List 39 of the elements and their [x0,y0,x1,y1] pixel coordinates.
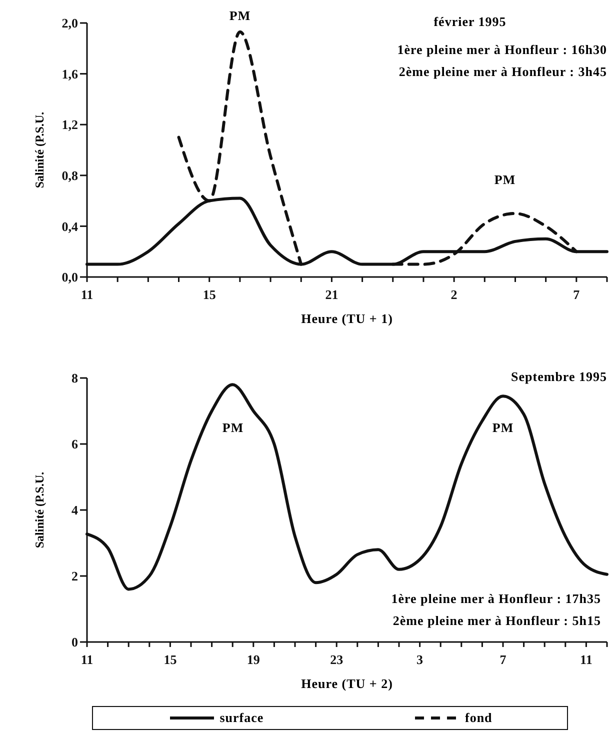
legend-label: surface [220,710,264,726]
y-tick-label: 2,0 [62,16,78,31]
annotation: 1ère pleine mer à Honfleur : 17h35 [391,591,601,607]
x-axis-title: Heure (TU + 2) [301,676,393,692]
legend-label: fond [465,710,492,726]
y-tick-label: 1,6 [62,66,78,82]
annotation: 2ème pleine mer à Honfleur : 3h45 [398,64,607,80]
x-tick-label: 15 [202,287,216,302]
chart-title: Septembre 1995 [511,369,607,385]
x-tick-label: 23 [330,652,344,668]
y-tick-label: 0 [72,634,78,650]
annotation: 1ère pleine mer à Honfleur : 16h30 [397,42,607,58]
chart-title: février 1995 [434,14,506,30]
x-tick-label: 15 [164,652,178,668]
y-tick-label: 4 [72,502,78,518]
y-axis-title: Salinité (P.S.U. [32,472,48,548]
x-tick-label: 11 [80,652,94,668]
annotation: 2ème pleine mer à Honfleur : 5h15 [392,613,601,629]
annotation: PM [494,172,516,188]
annotation: PM [492,420,514,436]
x-tick-label: 21 [325,287,338,302]
x-tick-label: 2 [450,287,458,302]
x-axis-title: Heure (TU + 1) [301,311,393,327]
x-tick-label: 11 [580,652,592,668]
annotation: PM [229,8,251,24]
y-tick-label: 0,0 [62,270,78,285]
y-axis-title: Salinité (P.S.U. [32,112,48,188]
annotation: PM [222,420,244,436]
y-tick-label: 6 [72,436,78,452]
x-tick-label: 3 [416,652,424,668]
x-tick-label: 19 [246,652,260,668]
x-tick-label: 11 [80,287,94,302]
x-tick-label: 7 [500,652,507,668]
y-tick-label: 1,2 [62,117,78,132]
y-tick-label: 8 [72,370,78,386]
x-tick-label: 7 [573,287,580,302]
y-tick-label: 0,4 [62,218,78,234]
y-tick-label: 2 [72,568,78,584]
y-tick-label: 0,8 [62,168,78,184]
